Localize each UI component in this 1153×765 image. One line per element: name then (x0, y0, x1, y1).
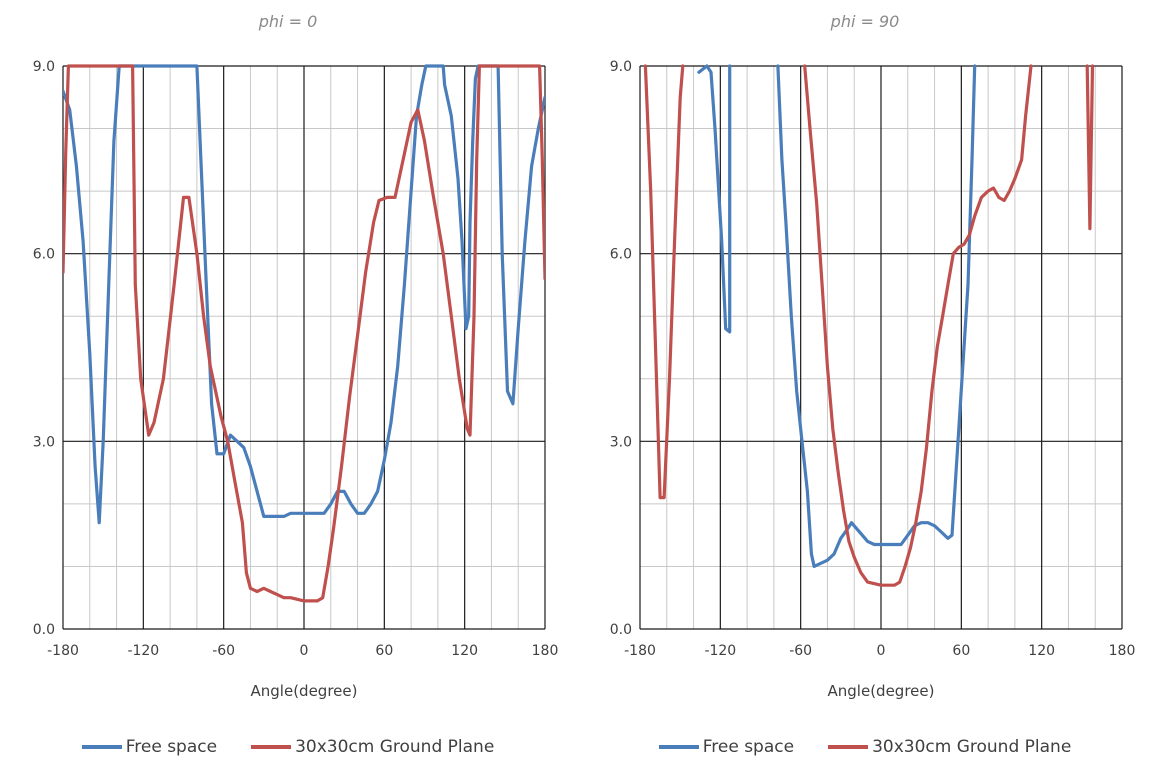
x-tick-label: 60 (952, 643, 970, 659)
x-tick-label: -120 (704, 643, 736, 659)
chart-plot-phi-90: -180 -120 -60 0 60 120 180 0.0 3.0 6.0 9.0 Angle(de… (610, 59, 1136, 700)
legend-swatch-ground-plane (251, 745, 292, 749)
legend-swatch-ground-plane (828, 745, 869, 749)
x-axis-title: Angle(degree) (828, 682, 935, 700)
x-tick-label: 120 (1028, 643, 1055, 659)
series-line-free-space (697, 64, 977, 568)
legend-entry-ground-plane: 30x30cm Ground Plane (828, 737, 1071, 757)
series-line-ground-plane (643, 64, 1095, 587)
x-tick-label: 180 (532, 643, 559, 659)
x-tick-label: -60 (789, 643, 812, 659)
chart-legend: Free space 30x30cm Ground Plane (577, 737, 1153, 757)
chart-title: phi = 0 (258, 12, 318, 31)
chart-legend: Free space 30x30cm Ground Plane (0, 737, 576, 757)
y-tick-label: 9.0 (610, 59, 632, 75)
legend-swatch-free-space (658, 745, 699, 749)
legend-entry-free-space: Free space (658, 737, 795, 757)
x-tick-label: 120 (451, 643, 478, 659)
legend-entry-free-space: Free space (81, 737, 218, 757)
x-tick-label: 0 (877, 643, 886, 659)
chart-plot-phi-0: -180 -120 -60 0 60 120 180 0.0 3.0 6.0 9.0 Angle(de… (33, 59, 559, 700)
y-tick-label: 0.0 (610, 622, 632, 638)
x-axis-title: Angle(degree) (251, 682, 358, 700)
chart-panel-phi-0: phi = 0 -180 -120 -60 0 60 120 180 0.0 3.0 6.0 9.0… (0, 0, 576, 765)
series-line-free-space (63, 64, 545, 525)
x-tick-label: -180 (624, 643, 656, 659)
legend-label-ground-plane: 30x30cm Ground Plane (295, 737, 495, 757)
legend-label-free-space: Free space (702, 737, 795, 757)
y-tick-label: 3.0 (610, 434, 632, 450)
chart-title: phi = 90 (830, 12, 900, 31)
x-tick-label: -120 (127, 643, 159, 659)
series-lines (63, 64, 545, 603)
y-tick-label: 3.0 (33, 434, 55, 450)
y-tick-label: 6.0 (33, 247, 55, 263)
series-lines (643, 64, 1095, 587)
chart-panel-phi-90: phi = 90 -180 -120 -60 0 60 120 180 0.0 3.0 6.0 9.… (577, 0, 1153, 765)
x-tick-label: 60 (375, 643, 393, 659)
series-line-ground-plane (63, 64, 545, 603)
gridlines (62, 65, 546, 630)
x-tick-label: -180 (47, 643, 79, 659)
x-tick-label: 0 (300, 643, 309, 659)
y-tick-label: 0.0 (33, 622, 55, 638)
legend-entry-ground-plane: 30x30cm Ground Plane (251, 737, 494, 757)
y-tick-label: 6.0 (610, 247, 632, 263)
legend-swatch-free-space (81, 745, 122, 749)
legend-label-free-space: Free space (125, 737, 218, 757)
y-tick-label: 9.0 (33, 59, 55, 75)
x-tick-label: 180 (1109, 643, 1136, 659)
legend-label-ground-plane: 30x30cm Ground Plane (872, 737, 1072, 757)
x-tick-label: -60 (212, 643, 235, 659)
